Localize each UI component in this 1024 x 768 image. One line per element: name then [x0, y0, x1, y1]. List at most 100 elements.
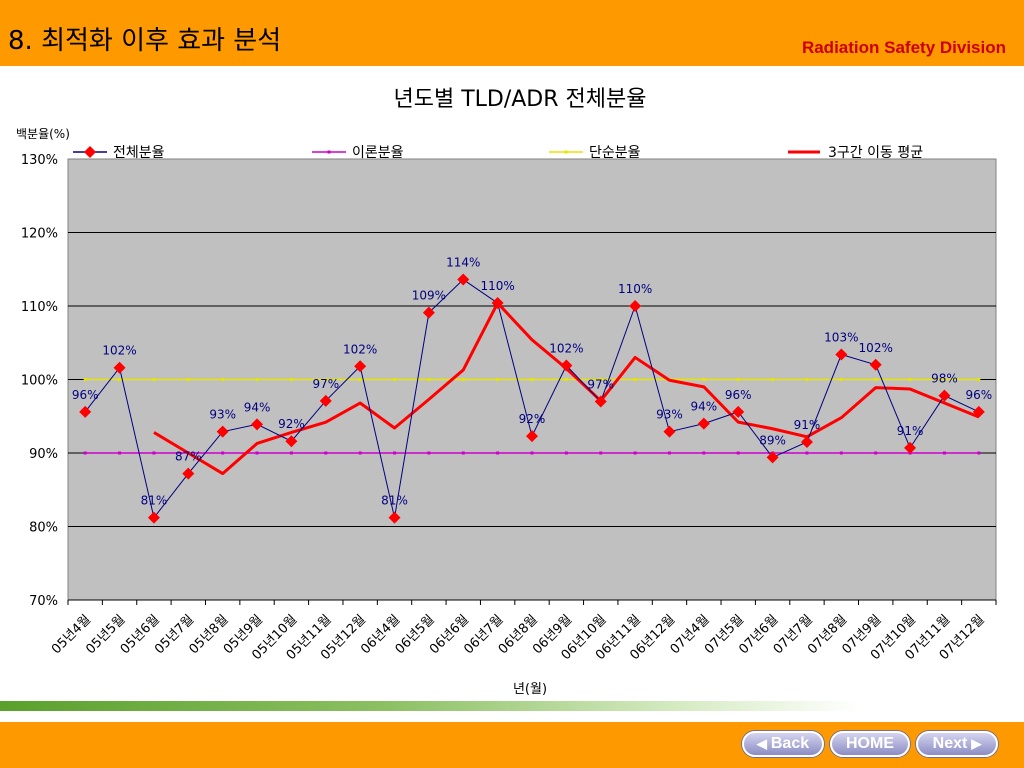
data-point-marker	[491, 297, 504, 310]
series-point	[393, 378, 397, 381]
series-point	[530, 451, 534, 455]
series-point	[667, 451, 671, 455]
series-point	[186, 378, 190, 381]
data-label: 81%	[381, 494, 408, 508]
data-label: 102%	[343, 342, 377, 356]
data-point-marker	[113, 361, 126, 374]
data-point-marker	[629, 300, 642, 312]
data-label: 102%	[859, 341, 893, 355]
data-label: 98%	[931, 372, 958, 386]
series-point	[736, 378, 740, 381]
series-point	[496, 378, 500, 381]
chart-legend: 전체분율 이론분율 단순분율 3구간 이동 평균	[73, 145, 923, 161]
data-label: 94%	[691, 400, 718, 414]
series-point	[564, 378, 568, 381]
data-point-marker	[904, 441, 917, 454]
series-point	[289, 451, 293, 455]
home-button[interactable]: HOME	[830, 731, 910, 757]
series-point	[324, 378, 328, 381]
legend-marker	[327, 150, 331, 154]
data-label: 102%	[549, 342, 583, 356]
data-point-marker	[835, 348, 848, 361]
data-point-marker	[457, 273, 470, 286]
series-point	[771, 378, 775, 381]
back-button-label: Back	[770, 735, 810, 752]
y-tick-label: 120%	[21, 227, 58, 242]
data-label: 97%	[312, 377, 339, 391]
series-point	[152, 378, 156, 381]
series-point	[358, 451, 362, 455]
data-point-marker	[594, 395, 607, 408]
y-tick-label: 110%	[21, 300, 58, 315]
series-point	[977, 451, 981, 455]
series-point	[564, 451, 568, 455]
data-point-marker	[732, 405, 745, 418]
data-label: 96%	[965, 388, 992, 402]
back-button[interactable]: ◀ Back	[742, 731, 824, 757]
data-labels: 96% 102% 81% 87% 93% 94% 92% 97% 102% 81% 109% 114%…	[72, 256, 992, 508]
data-point-marker	[79, 405, 92, 418]
legend-item: 3구간 이동 평균	[788, 145, 923, 161]
next-button[interactable]: Next ▶	[916, 731, 998, 757]
data-label: 110%	[618, 282, 652, 296]
header-bar	[0, 0, 1024, 66]
series-point	[255, 378, 259, 381]
next-button-label: Next	[932, 735, 968, 752]
data-label: 102%	[102, 344, 136, 358]
series-point	[393, 451, 397, 455]
data-label: 96%	[72, 388, 99, 402]
series-point	[633, 378, 637, 381]
data-point-marker	[354, 360, 367, 373]
series-point	[736, 451, 740, 455]
data-point-marker	[251, 418, 264, 431]
series-point	[908, 378, 912, 381]
data-label: 103%	[824, 331, 858, 345]
series-point	[839, 451, 843, 455]
left-arrow-icon: ◀	[756, 736, 767, 751]
legend-label: 3구간 이동 평균	[828, 145, 923, 161]
series-point	[83, 451, 87, 455]
series-point	[152, 451, 156, 455]
series-point	[118, 378, 122, 381]
home-button-label: HOME	[846, 735, 894, 752]
legend-item: 전체분율	[73, 145, 165, 161]
data-point-marker	[869, 358, 882, 371]
data-point-marker	[938, 389, 951, 402]
chart-title: 년도별 TLD/ADR 전체분율	[394, 87, 647, 112]
data-label: 92%	[519, 412, 546, 426]
data-point-marker	[663, 425, 676, 438]
series-point	[530, 378, 534, 381]
series-point	[427, 451, 431, 455]
series-point	[83, 378, 87, 381]
data-label: 114%	[446, 256, 480, 270]
series-point	[874, 451, 878, 455]
data-point-marker	[388, 511, 401, 524]
data-label: 81%	[141, 494, 168, 508]
data-label: 97%	[587, 378, 614, 392]
legend-label: 이론분율	[352, 145, 404, 161]
legend-item: 단순분율	[549, 145, 641, 161]
data-point-marker	[182, 467, 195, 480]
series-point	[633, 451, 637, 455]
series-point	[496, 451, 500, 455]
series-point	[805, 378, 809, 381]
data-label: 92%	[278, 417, 305, 431]
series-point	[599, 378, 603, 381]
series-point	[942, 378, 946, 381]
data-label: 93%	[209, 408, 236, 422]
y-tick-label: 100%	[21, 374, 58, 389]
series-point	[805, 451, 809, 455]
data-point-marker	[285, 435, 298, 448]
y-tick-label: 90%	[29, 447, 58, 462]
legend-marker	[84, 146, 96, 158]
data-label: 87%	[175, 450, 202, 464]
data-label: 94%	[244, 400, 271, 414]
data-point-marker	[697, 417, 710, 430]
series-point	[977, 378, 981, 381]
data-label: 91%	[897, 424, 924, 438]
series-point	[702, 451, 706, 455]
series-point	[839, 378, 843, 381]
data-point-marker	[560, 359, 573, 372]
series-point	[461, 451, 465, 455]
data-label: 109%	[412, 289, 446, 303]
